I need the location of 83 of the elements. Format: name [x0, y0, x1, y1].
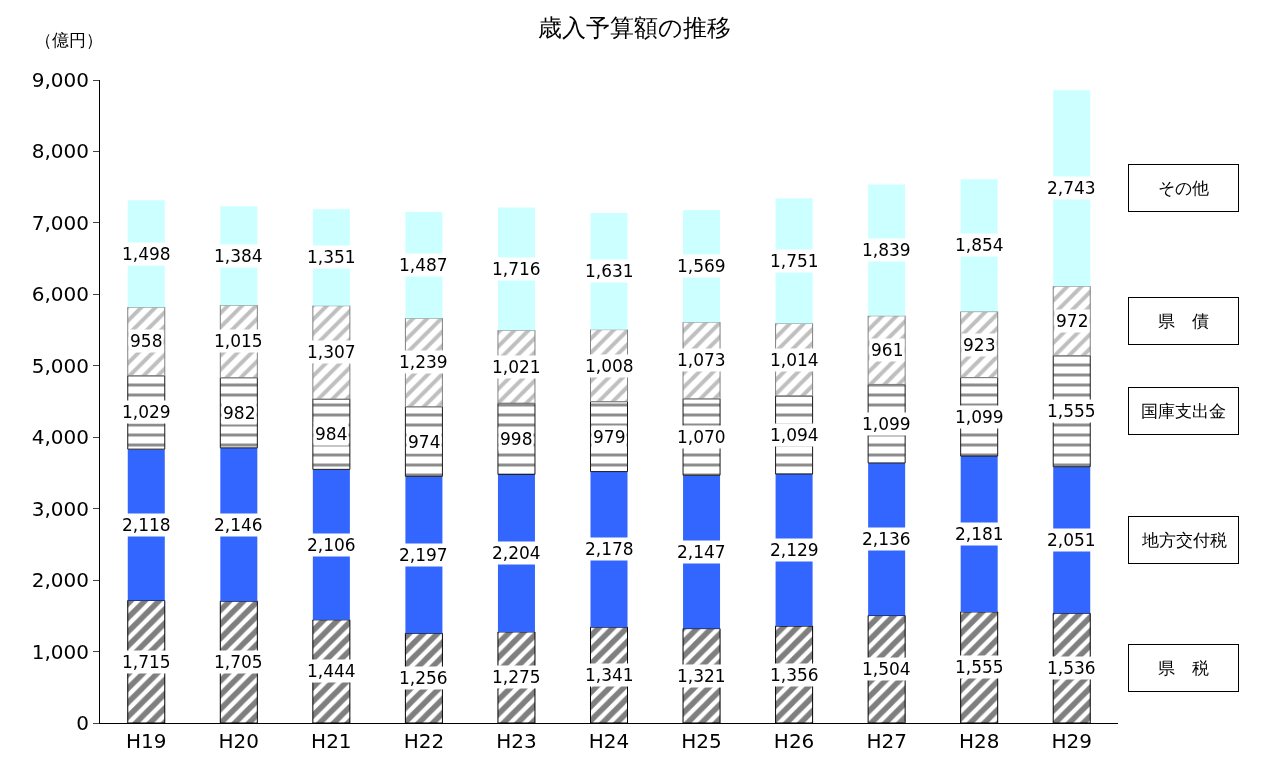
x-tick-label: H22	[403, 729, 445, 753]
data-label: 1,099	[862, 414, 911, 434]
data-label: 1,341	[585, 665, 634, 685]
y-tick-label: 8,000	[31, 139, 89, 164]
data-label: 1,239	[399, 352, 448, 372]
x-tick-label: H29	[1051, 729, 1092, 753]
data-label: 982	[223, 403, 256, 423]
data-label: 2,181	[955, 524, 1004, 544]
data-label: 923	[963, 335, 996, 355]
y-tick-label: 6,000	[31, 282, 89, 307]
x-tick-label: H24	[588, 729, 630, 753]
data-label: 984	[315, 424, 348, 444]
data-label: 2,136	[862, 529, 911, 549]
data-label: 1,307	[307, 342, 356, 362]
data-label: 998	[500, 429, 533, 449]
chart-title: 歳入予算額の推移	[537, 14, 731, 43]
data-label: 1,351	[307, 247, 356, 267]
y-tick-label: 5,000	[31, 353, 89, 378]
data-label: 979	[593, 427, 626, 447]
data-label: 1,536	[1047, 658, 1096, 678]
data-label: 2,051	[1047, 530, 1096, 550]
data-label: 1,751	[770, 251, 819, 271]
data-label: 1,094	[770, 425, 819, 445]
data-label: 1,444	[307, 661, 356, 681]
x-tick-label: H27	[866, 729, 907, 753]
data-label: 961	[871, 340, 904, 360]
y-tick-label: 1,000	[31, 639, 89, 664]
data-label: 972	[1056, 311, 1089, 331]
y-tick-label: 3,000	[31, 496, 89, 521]
text: 地方交付税	[1140, 530, 1227, 550]
x-tick-label: H26	[773, 729, 815, 753]
y-tick-label: 7,000	[31, 210, 89, 235]
data-label: 1,021	[492, 357, 541, 377]
data-label: 958	[130, 331, 163, 351]
x-tick-label: H23	[496, 729, 537, 753]
data-label: 2,204	[492, 543, 541, 563]
data-label: 1,555	[1047, 401, 1096, 421]
data-label: 1,073	[677, 350, 726, 370]
data-label: 2,129	[770, 540, 819, 560]
text: 国庫支出金	[1141, 401, 1226, 421]
x-tick-label: H28	[958, 729, 1000, 753]
data-label: 1,569	[677, 256, 726, 276]
data-label: 1,716	[492, 259, 541, 279]
data-label: 1,275	[492, 667, 541, 687]
y-tick-label: 0	[76, 711, 89, 735]
data-label: 2,743	[1047, 178, 1096, 198]
y-tick-label: 2,000	[31, 568, 89, 593]
x-tick-label: H25	[681, 729, 722, 753]
data-label: 2,197	[399, 545, 448, 565]
x-tick-label: H19	[126, 729, 167, 753]
data-label: 1,099	[955, 407, 1004, 427]
data-label: 2,146	[214, 515, 263, 535]
data-label: 1,321	[677, 666, 726, 686]
text: 県 債	[1158, 311, 1209, 331]
data-label: 1,029	[122, 402, 171, 422]
x-tick-label: H20	[218, 729, 260, 753]
text: 県 税	[1158, 658, 1209, 678]
data-label: 974	[408, 432, 441, 452]
data-label: 1,498	[122, 244, 171, 264]
data-label: 2,106	[307, 535, 356, 555]
data-label: 1,008	[585, 356, 634, 376]
y-axis-title: （億円）	[35, 30, 103, 50]
data-label: 1,256	[399, 668, 448, 688]
data-label: 1,015	[214, 331, 263, 351]
y-tick-label: 4,000	[31, 425, 89, 450]
data-label: 1,070	[677, 427, 726, 447]
data-label: 1,504	[862, 659, 911, 679]
data-label: 1,705	[214, 652, 263, 672]
data-label: 1,014	[770, 350, 819, 370]
x-tick-label: H21	[311, 729, 352, 753]
data-label: 1,631	[585, 261, 634, 281]
text: その他	[1158, 178, 1209, 198]
data-label: 1,384	[214, 246, 263, 266]
data-label: 2,178	[585, 539, 634, 559]
data-label: 2,118	[122, 515, 171, 535]
data-label: 2,147	[677, 542, 726, 562]
data-label: 1,854	[955, 235, 1004, 255]
data-label: 1,715	[122, 652, 171, 672]
data-label: 1,839	[862, 240, 911, 260]
data-label: 1,487	[399, 255, 448, 275]
data-label: 1,356	[770, 665, 819, 685]
data-label: 1,555	[955, 657, 1004, 677]
y-tick-label: 9,000	[31, 68, 89, 92]
